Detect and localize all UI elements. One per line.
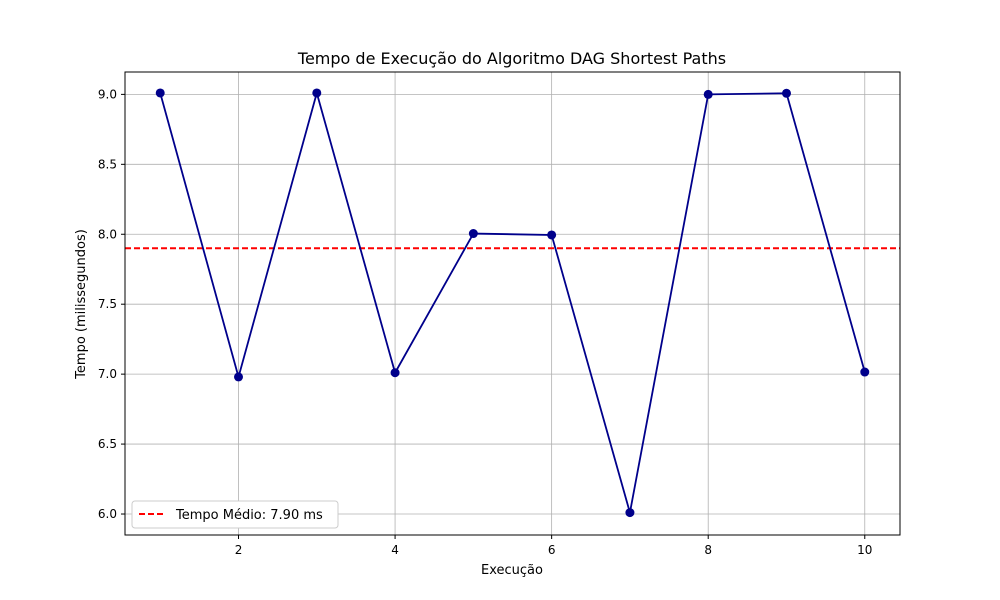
series-group — [155, 88, 870, 518]
series-line — [159, 89, 866, 513]
data-point — [390, 368, 400, 378]
grid — [125, 72, 900, 535]
y-axis-ticks: 6.0 6.5 7.0 7.5 8.0 8.5 9.0 — [98, 87, 125, 521]
y-tick-label: 6.0 — [98, 507, 117, 521]
data-point — [625, 508, 635, 518]
data-point — [312, 88, 322, 98]
data-point — [234, 372, 244, 382]
y-tick-label: 8.5 — [98, 157, 117, 171]
x-tick-label: 6 — [548, 543, 556, 557]
legend-box — [131, 500, 339, 529]
x-tick-label: 4 — [391, 543, 399, 557]
x-tick-label: 8 — [704, 543, 712, 557]
data-point — [468, 229, 478, 239]
chart-title: Tempo de Execução do Algoritmo DAG Short… — [297, 49, 726, 68]
y-axis-label: Tempo (milissegundos) — [74, 229, 89, 380]
data-point — [703, 89, 713, 99]
data-point — [860, 367, 870, 377]
data-point — [547, 230, 557, 240]
legend: Tempo Médio: 7.90 ms — [131, 500, 339, 529]
x-tick-label: 2 — [235, 543, 243, 557]
legend-mean-label: Tempo Médio: 7.90 ms — [175, 508, 323, 523]
plot-frame — [124, 71, 901, 536]
y-tick-label: 9.0 — [98, 87, 117, 101]
x-tick-label: 10 — [857, 543, 872, 557]
data-point — [781, 88, 791, 98]
y-tick-label: 6.5 — [98, 437, 117, 451]
y-tick-label: 8.0 — [98, 227, 117, 241]
y-tick-label: 7.5 — [98, 297, 117, 311]
data-point — [155, 88, 165, 98]
y-tick-label: 7.0 — [98, 367, 117, 381]
x-axis-ticks: 2 4 6 8 10 — [235, 535, 872, 557]
x-axis-label: Execução — [481, 563, 543, 578]
